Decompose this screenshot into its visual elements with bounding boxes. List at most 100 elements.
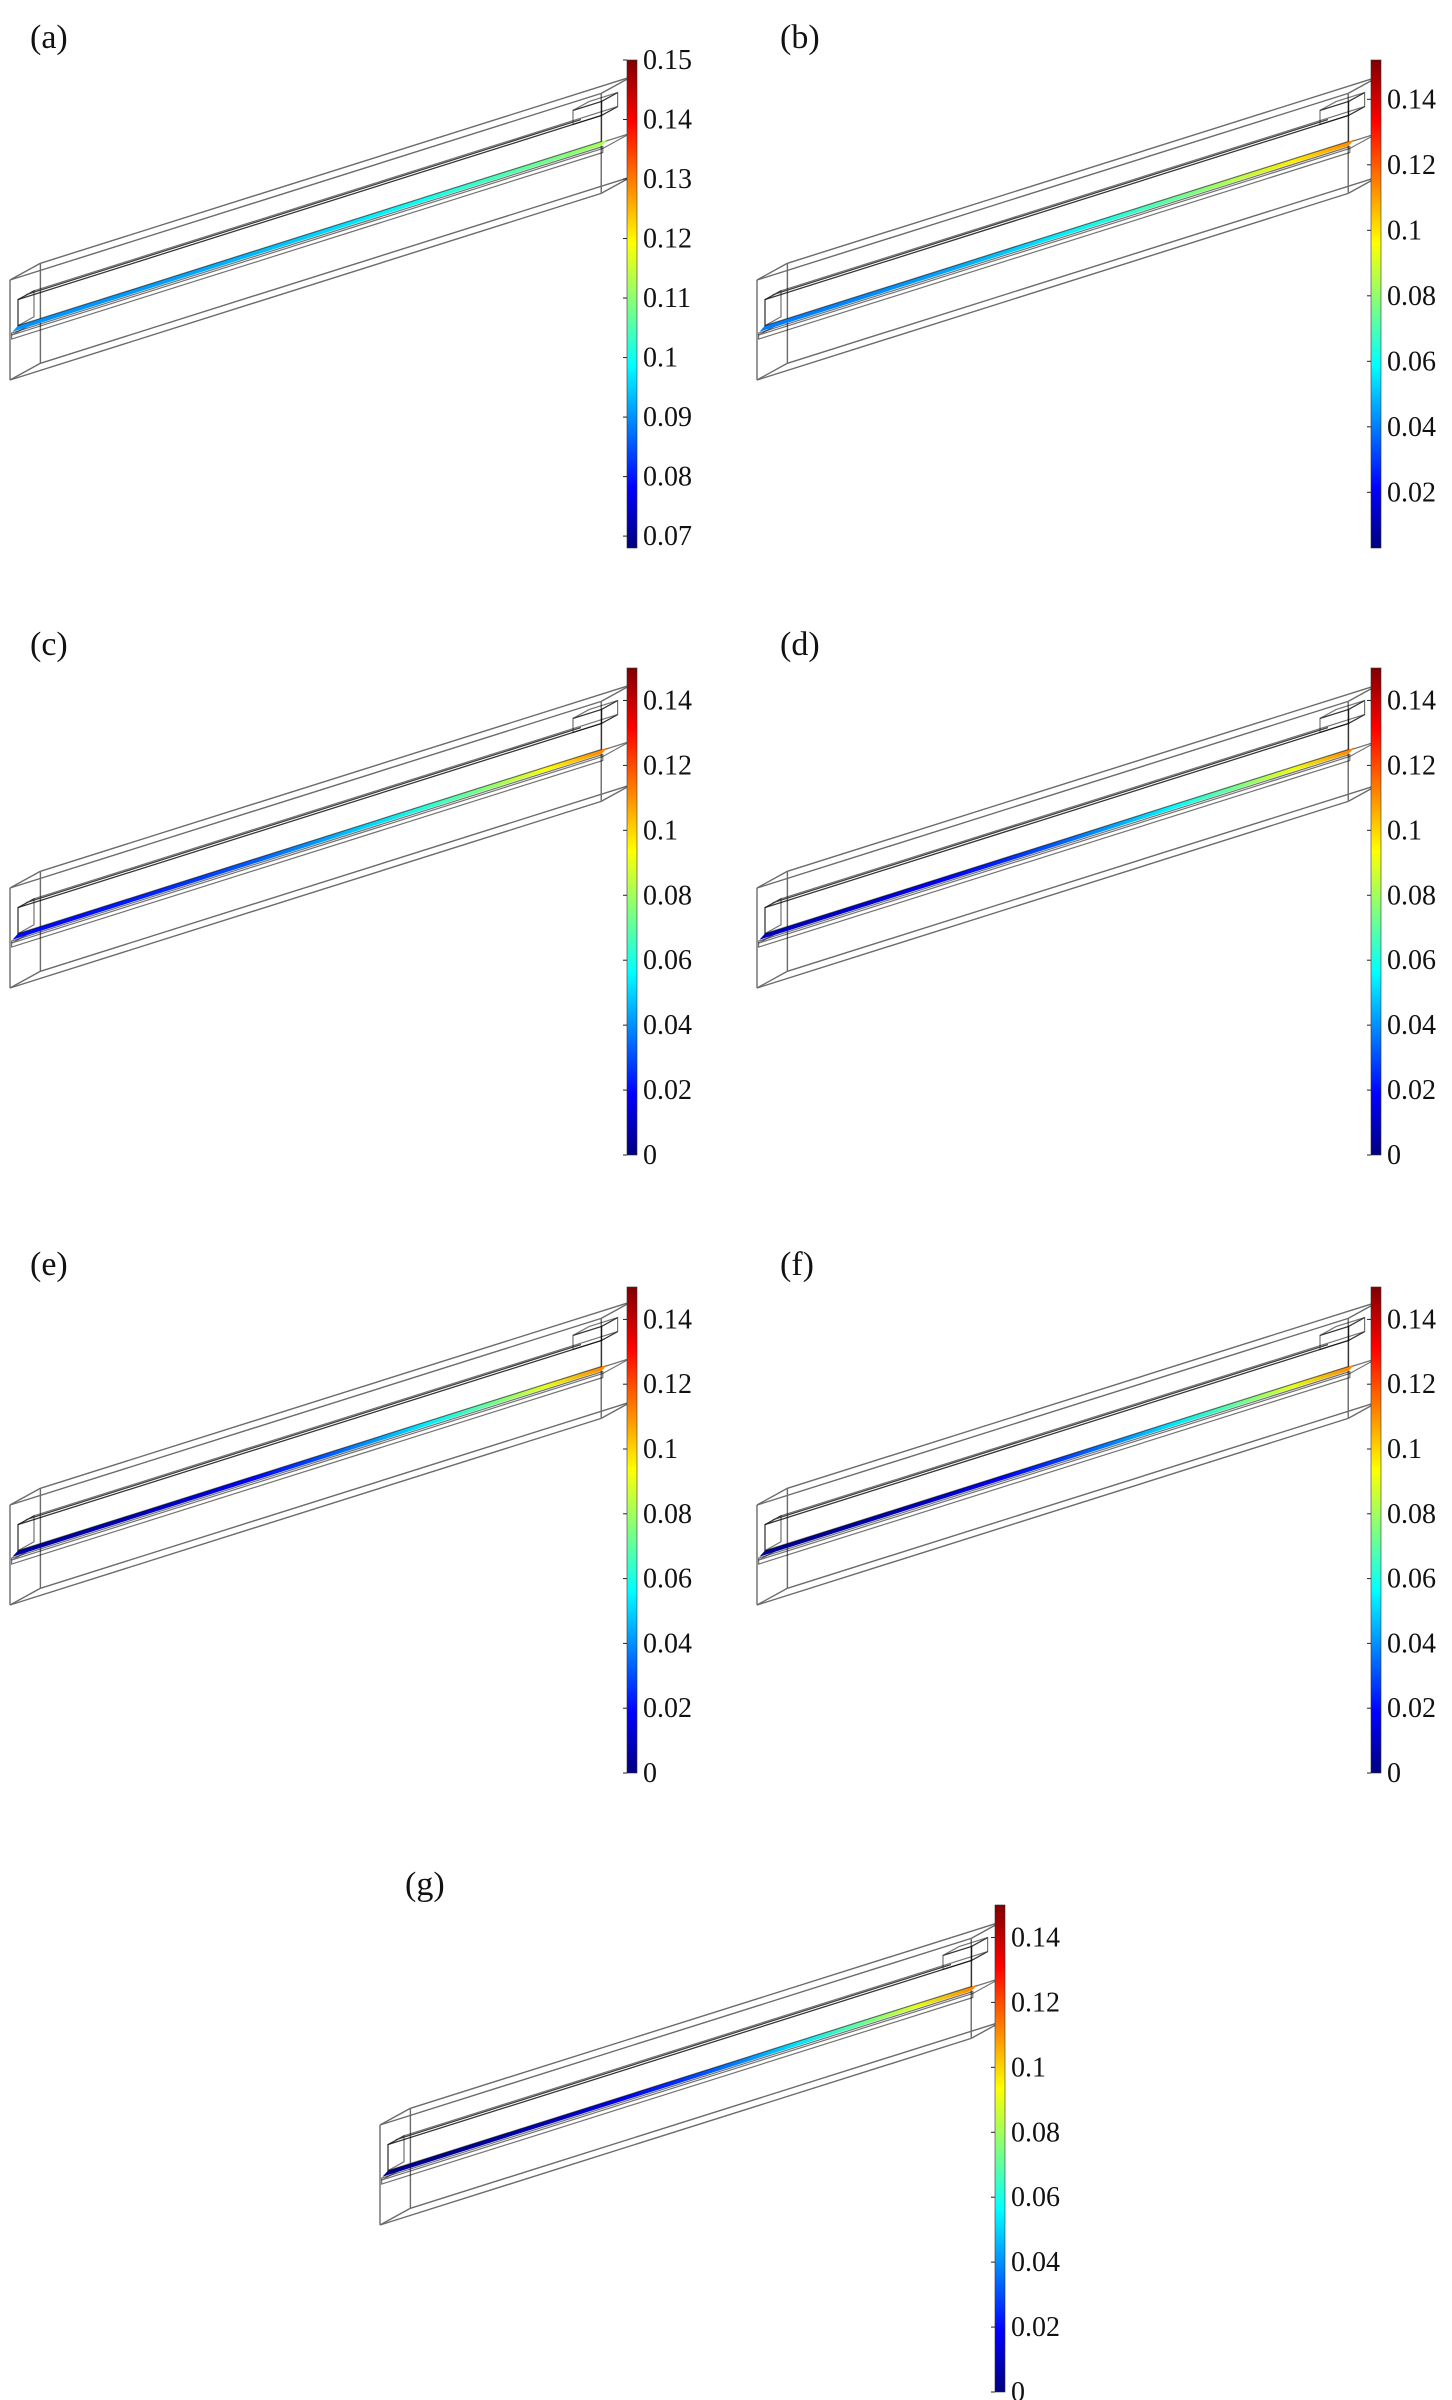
colorbar	[994, 1904, 1006, 2393]
colorbar-tick-label: 0.12	[643, 1369, 692, 1400]
colorbar-tick-label: 0	[643, 1758, 657, 1789]
box-edge	[40, 75, 632, 264]
front-strip	[759, 747, 1355, 940]
colorbar-tick-label: 0.02	[1011, 2312, 1060, 2343]
box-edge	[9, 870, 41, 889]
base-plate-front	[11, 1370, 604, 1565]
colorbar-tick-label: 0.12	[1387, 750, 1436, 781]
colorbar-tick-label: 0.15	[643, 45, 692, 76]
colorbar-tick-label: 0.1	[1387, 1434, 1422, 1465]
colorbar-tick-label: 0.04	[1387, 1628, 1436, 1659]
box-edge	[787, 75, 1379, 264]
colorbar	[1370, 1286, 1382, 1774]
top-centerline	[772, 1343, 1329, 1521]
panel-label: (f)	[780, 1246, 814, 1283]
box-edge	[787, 175, 1379, 364]
colorbar-tick-label: 0.12	[643, 224, 692, 255]
colorbar-tick-label: 0.13	[643, 164, 692, 195]
colorbar-tick-label: 0.02	[1387, 1075, 1436, 1106]
box-edge	[9, 800, 602, 989]
colorbar-tick-label: 0.14	[643, 1304, 692, 1335]
box-edge	[410, 1920, 1002, 2109]
colorbar-tick-label: 0	[1387, 1140, 1401, 1171]
box-edge	[600, 784, 632, 802]
cap-side-face	[1347, 1316, 1366, 1342]
box-edge	[756, 92, 1349, 281]
front-strip	[12, 747, 608, 940]
box-edge	[756, 870, 788, 889]
colorbar-tick-label: 0.04	[1387, 1010, 1436, 1041]
cap-side-face	[600, 1316, 619, 1342]
colorbar-tick-label: 0.1	[1011, 2052, 1046, 2083]
top-centerline	[772, 118, 1329, 296]
colorbar-tick-label: 0.07	[643, 521, 692, 552]
cap-side-face	[1347, 91, 1366, 117]
cap-top-face	[1319, 92, 1365, 111]
box-edge	[9, 700, 602, 889]
panel-a: (a) 0.15 0.14 0.13 0.12 0.11 0.1 0.09 0.08 0.07	[9, 19, 692, 552]
box-edge	[9, 1487, 41, 1506]
colorbar-tick-label: 0.06	[643, 1564, 692, 1595]
colorbar-tick-label: 0.06	[643, 945, 692, 976]
panel-f: (f) 0.14 0.12 0.1 0.08 0.06 0.04 0.02 0	[756, 1246, 1436, 1789]
colorbar-tick-label: 0.11	[643, 283, 691, 314]
panel-b: (b) 0.14 0.12 0.1 0.08 0.06 0.04 0.02	[756, 19, 1436, 549]
box-edge	[600, 1401, 632, 1419]
box-edge	[600, 1301, 632, 1319]
panel-c: (c) 0.14 0.12 0.1 0.08 0.06 0.04 0.02 0	[9, 626, 692, 1171]
colorbar-tick-label: 0.02	[643, 1693, 692, 1724]
box-edge	[40, 1300, 632, 1489]
colorbar-tick-label: 0.02	[1387, 1693, 1436, 1724]
colorbar	[626, 59, 638, 549]
top-centerline	[772, 726, 1329, 904]
cap-top-face	[572, 92, 618, 111]
panel-g: (g) 0.14 0.12 0.1 0.08 0.06 0.04 0.02 0	[379, 1866, 1060, 2400]
front-strip	[12, 1364, 608, 1557]
box-edge	[756, 700, 1349, 889]
cap-top-face	[1319, 700, 1365, 719]
colorbar-tick-label: 0.08	[1387, 880, 1436, 911]
block-end-face	[764, 1514, 782, 1552]
colorbar-tick-label: 0.12	[643, 750, 692, 781]
box-edge	[9, 262, 41, 281]
base-plate-front	[381, 1990, 974, 2185]
colorbar-tick-label: 0.08	[1387, 1499, 1436, 1530]
front-strip	[759, 1364, 1355, 1557]
block-end-face	[387, 2134, 405, 2172]
colorbar-tick-label: 0.1	[1387, 815, 1422, 846]
colorbar-tick-label: 0.1	[643, 815, 678, 846]
colorbar-tick-label: 0.14	[1011, 1922, 1060, 1953]
box-edge	[787, 1400, 1379, 1589]
colorbar	[626, 1286, 638, 1774]
block-end-face	[764, 289, 782, 327]
box-edge	[379, 2037, 972, 2226]
colorbar-tick-label: 0.14	[1387, 685, 1436, 716]
colorbar-tick-label: 0.04	[643, 1628, 692, 1659]
colorbar-tick-label: 0.08	[643, 1499, 692, 1530]
colorbar-tick-label: 0.02	[1387, 477, 1436, 508]
box-edge	[756, 262, 788, 281]
cap-top-face	[572, 1317, 618, 1336]
colorbar-tick-label: 0.14	[643, 105, 692, 136]
panel-label: (b)	[780, 19, 820, 56]
top-centerline	[25, 1343, 582, 1521]
panel-label: (g)	[405, 1866, 445, 1903]
colorbar-tick-label: 0.06	[1387, 945, 1436, 976]
box-edge	[756, 1487, 788, 1506]
colorbar-tick-label: 0.04	[1011, 2247, 1060, 2278]
base-plate-front	[757, 753, 1351, 948]
box-edge	[40, 683, 632, 872]
colorbar-tick-label: 0.08	[643, 880, 692, 911]
colorbar-tick-label: 0.12	[1387, 150, 1436, 181]
colorbar-tick-label: 0.04	[1387, 412, 1436, 443]
cap-side-face	[1347, 699, 1366, 725]
block-end-face	[17, 289, 35, 327]
box-edge	[40, 175, 632, 364]
colorbar-tick-label: 0.1	[1387, 215, 1422, 246]
box-edge	[379, 2107, 411, 2126]
base-plate-front	[11, 145, 604, 340]
base-plate-front	[757, 1370, 1351, 1565]
colorbar-tick-label: 0.08	[1387, 281, 1436, 312]
box-edge	[9, 362, 41, 381]
